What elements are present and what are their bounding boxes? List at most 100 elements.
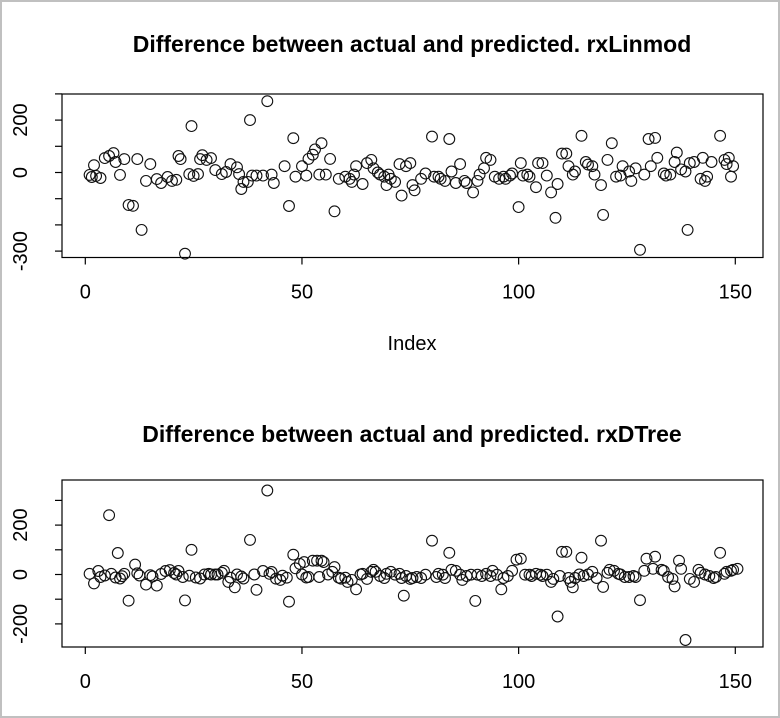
data-point	[675, 562, 688, 575]
data-point	[235, 183, 248, 195]
data-point	[133, 569, 146, 582]
data-point	[506, 564, 519, 577]
data-point	[196, 149, 209, 162]
data-point	[460, 177, 473, 189]
dtree-data-points	[83, 484, 744, 646]
data-point	[666, 572, 679, 585]
data-point	[118, 153, 131, 166]
data-point	[265, 566, 278, 578]
x-tick-label: 50	[291, 671, 313, 693]
data-point	[660, 169, 672, 182]
data-point	[651, 151, 664, 164]
data-point	[185, 120, 198, 133]
data-point	[315, 554, 328, 567]
data-point	[118, 567, 131, 580]
data-point	[530, 181, 542, 194]
data-point	[298, 556, 311, 569]
data-point	[111, 547, 124, 559]
data-point	[348, 168, 360, 181]
dtree-title: Difference between actual and predicted.…	[142, 421, 681, 447]
data-point	[140, 174, 152, 187]
data-point	[114, 572, 126, 585]
data-point	[629, 162, 642, 175]
data-point	[122, 199, 135, 211]
data-point	[458, 174, 471, 187]
x-tick-label: 0	[80, 671, 91, 693]
data-point	[657, 564, 670, 577]
data-point	[426, 534, 438, 547]
data-point	[250, 169, 263, 182]
data-point	[545, 186, 558, 199]
data-point	[92, 565, 105, 577]
data-point	[144, 158, 157, 171]
data-point	[278, 160, 291, 173]
data-point	[610, 170, 623, 183]
data-point	[109, 156, 122, 168]
data-point	[623, 571, 636, 583]
data-point	[595, 179, 607, 192]
data-point	[287, 132, 300, 145]
data-point	[261, 484, 274, 497]
data-point	[397, 589, 410, 602]
data-point	[103, 509, 116, 522]
data-point	[393, 158, 406, 171]
data-point	[350, 160, 363, 173]
data-point	[692, 563, 705, 576]
data-point	[569, 165, 581, 178]
data-point	[673, 554, 685, 567]
data-point	[179, 247, 191, 260]
data-point	[560, 147, 573, 160]
data-point	[222, 575, 235, 588]
data-point	[237, 175, 250, 188]
data-point	[315, 137, 328, 150]
data-point	[289, 562, 302, 575]
data-point	[218, 564, 230, 577]
data-point	[484, 153, 497, 166]
data-point	[85, 171, 98, 183]
data-point	[644, 160, 657, 173]
data-point	[731, 562, 744, 575]
data-point	[486, 564, 499, 577]
data-point	[280, 571, 293, 584]
data-point	[512, 201, 525, 214]
data-point	[727, 160, 740, 173]
data-point	[267, 177, 280, 189]
data-point	[183, 569, 196, 582]
data-point	[283, 200, 295, 212]
data-point	[551, 178, 564, 190]
data-point	[566, 168, 579, 181]
data-point	[430, 571, 443, 583]
data-point	[170, 173, 183, 186]
y-tick-label: -300	[10, 231, 32, 271]
data-point	[406, 572, 419, 584]
data-point	[709, 571, 722, 583]
data-point	[432, 567, 445, 580]
data-point	[367, 162, 380, 175]
data-point	[127, 199, 139, 212]
x-tick-label: 0	[80, 282, 91, 304]
data-point	[233, 168, 246, 181]
data-point	[300, 169, 313, 182]
data-point	[324, 152, 337, 165]
data-point	[605, 137, 618, 150]
data-point	[445, 165, 458, 178]
data-point	[313, 168, 326, 181]
data-point	[161, 171, 174, 183]
data-point	[575, 129, 588, 142]
data-point	[638, 168, 651, 181]
data-point	[235, 570, 248, 583]
data-point	[629, 571, 642, 583]
data-point	[551, 610, 564, 623]
data-point	[328, 561, 341, 574]
data-point	[172, 565, 185, 577]
data-point	[237, 572, 250, 585]
data-point	[523, 170, 536, 183]
data-point	[319, 168, 332, 181]
data-point	[597, 580, 610, 593]
data-point	[634, 243, 646, 256]
data-point	[720, 565, 733, 578]
data-point	[469, 594, 482, 607]
data-point	[471, 174, 484, 187]
data-point	[601, 153, 614, 166]
data-point	[473, 168, 486, 181]
